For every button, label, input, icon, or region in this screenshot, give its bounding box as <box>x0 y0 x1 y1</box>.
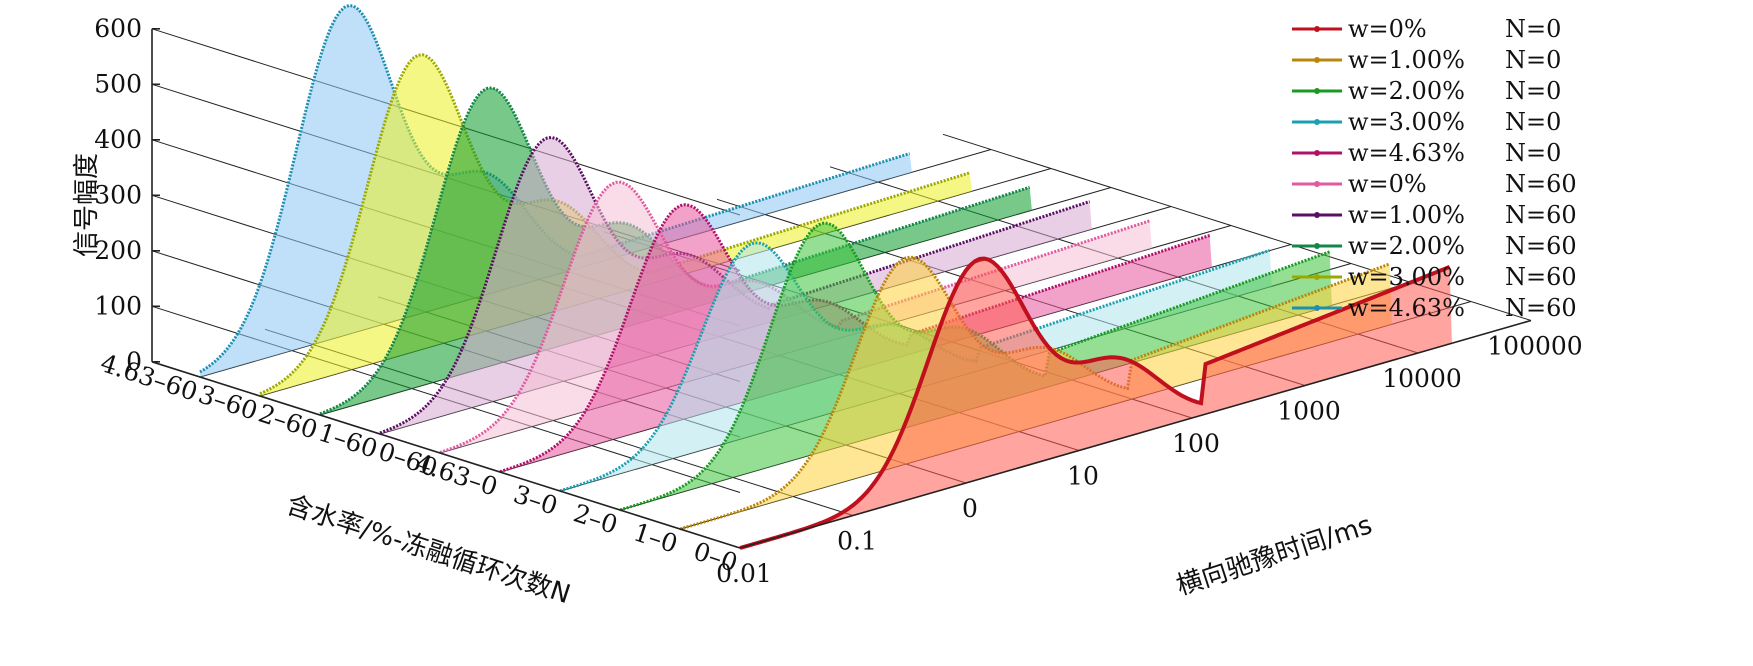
legend-marker <box>1314 305 1320 311</box>
legend: w=0% N=0 w=1.00% N=0 w=2.00% N=0 w=3.00% N=0 w=4… <box>1292 15 1577 322</box>
legend-marker <box>1314 212 1320 218</box>
legend-label-n: N=0 <box>1505 77 1561 105</box>
legend-label-n: N=60 <box>1505 232 1577 260</box>
legend-label-n: N=0 <box>1505 15 1561 43</box>
legend-label-w: w=0% <box>1348 170 1427 198</box>
series-layer <box>199 3 1452 550</box>
z-tick-label: 600 <box>94 14 142 43</box>
legend-marker <box>1314 119 1320 125</box>
z-tick-label: 500 <box>94 69 142 98</box>
x-tick-label: 10 <box>1067 462 1099 491</box>
legend-marker <box>1314 26 1320 32</box>
legend-label-n: N=60 <box>1505 263 1577 291</box>
z-tick-label: 300 <box>94 180 142 209</box>
legend-marker <box>1314 88 1320 94</box>
legend-label-w: w=3.00% <box>1348 263 1465 291</box>
z-tick-label: 0 <box>126 347 142 376</box>
series-line <box>679 255 1391 531</box>
z-tick-label: 100 <box>94 291 142 320</box>
category-tick-label: 4.63–60 <box>97 348 201 406</box>
category-tick-label: 3–0 <box>510 479 561 520</box>
z-tick-label: 200 <box>94 236 142 265</box>
legend-marker <box>1314 274 1320 280</box>
series-area <box>740 258 1452 548</box>
legend-label-w: w=0% <box>1348 15 1427 43</box>
x-axis-title: 横向驰豫时间/ms <box>1173 510 1376 601</box>
x-tick-label: 100000 <box>1487 332 1582 361</box>
legend-label-n: N=0 <box>1505 139 1561 167</box>
legend-label-w: w=4.63% <box>1348 139 1465 167</box>
legend-label-n: N=0 <box>1505 46 1561 74</box>
legend-label-w: w=1.00% <box>1348 46 1465 74</box>
x-tick-label: 100 <box>1172 429 1220 458</box>
category-axis-line <box>151 361 741 549</box>
legend-marker <box>1314 243 1320 249</box>
x-tick-label: 10000 <box>1382 364 1462 393</box>
legend-marker <box>1314 150 1320 156</box>
legend-marker <box>1314 181 1320 187</box>
category-tick-label: 2–0 <box>570 498 621 539</box>
legend-label-n: N=60 <box>1505 170 1577 198</box>
legend-label-n: N=60 <box>1505 201 1577 229</box>
x-axis-line <box>739 319 1532 549</box>
legend-label-w: w=3.00% <box>1348 108 1465 136</box>
category-tick-label: 1–0 <box>630 517 681 558</box>
x-tick-label: 1000 <box>1277 397 1341 426</box>
legend-label-w: w=4.63% <box>1348 294 1465 322</box>
x-tick-label: 0 <box>962 494 978 523</box>
legend-marker <box>1314 57 1320 63</box>
series-line <box>739 256 1451 550</box>
x-tick-label: 0.1 <box>837 527 877 556</box>
legend-label-n: N=60 <box>1505 294 1577 322</box>
legend-label-w: w=2.00% <box>1348 232 1465 260</box>
legend-label-n: N=0 <box>1505 108 1561 136</box>
x-tick-label: 0.01 <box>716 559 772 588</box>
z-tick-label: 400 <box>94 125 142 154</box>
legend-label-w: w=1.00% <box>1348 201 1465 229</box>
legend-label-w: w=2.00% <box>1348 77 1465 105</box>
z-axis-title: 信号幅度 <box>72 153 102 257</box>
